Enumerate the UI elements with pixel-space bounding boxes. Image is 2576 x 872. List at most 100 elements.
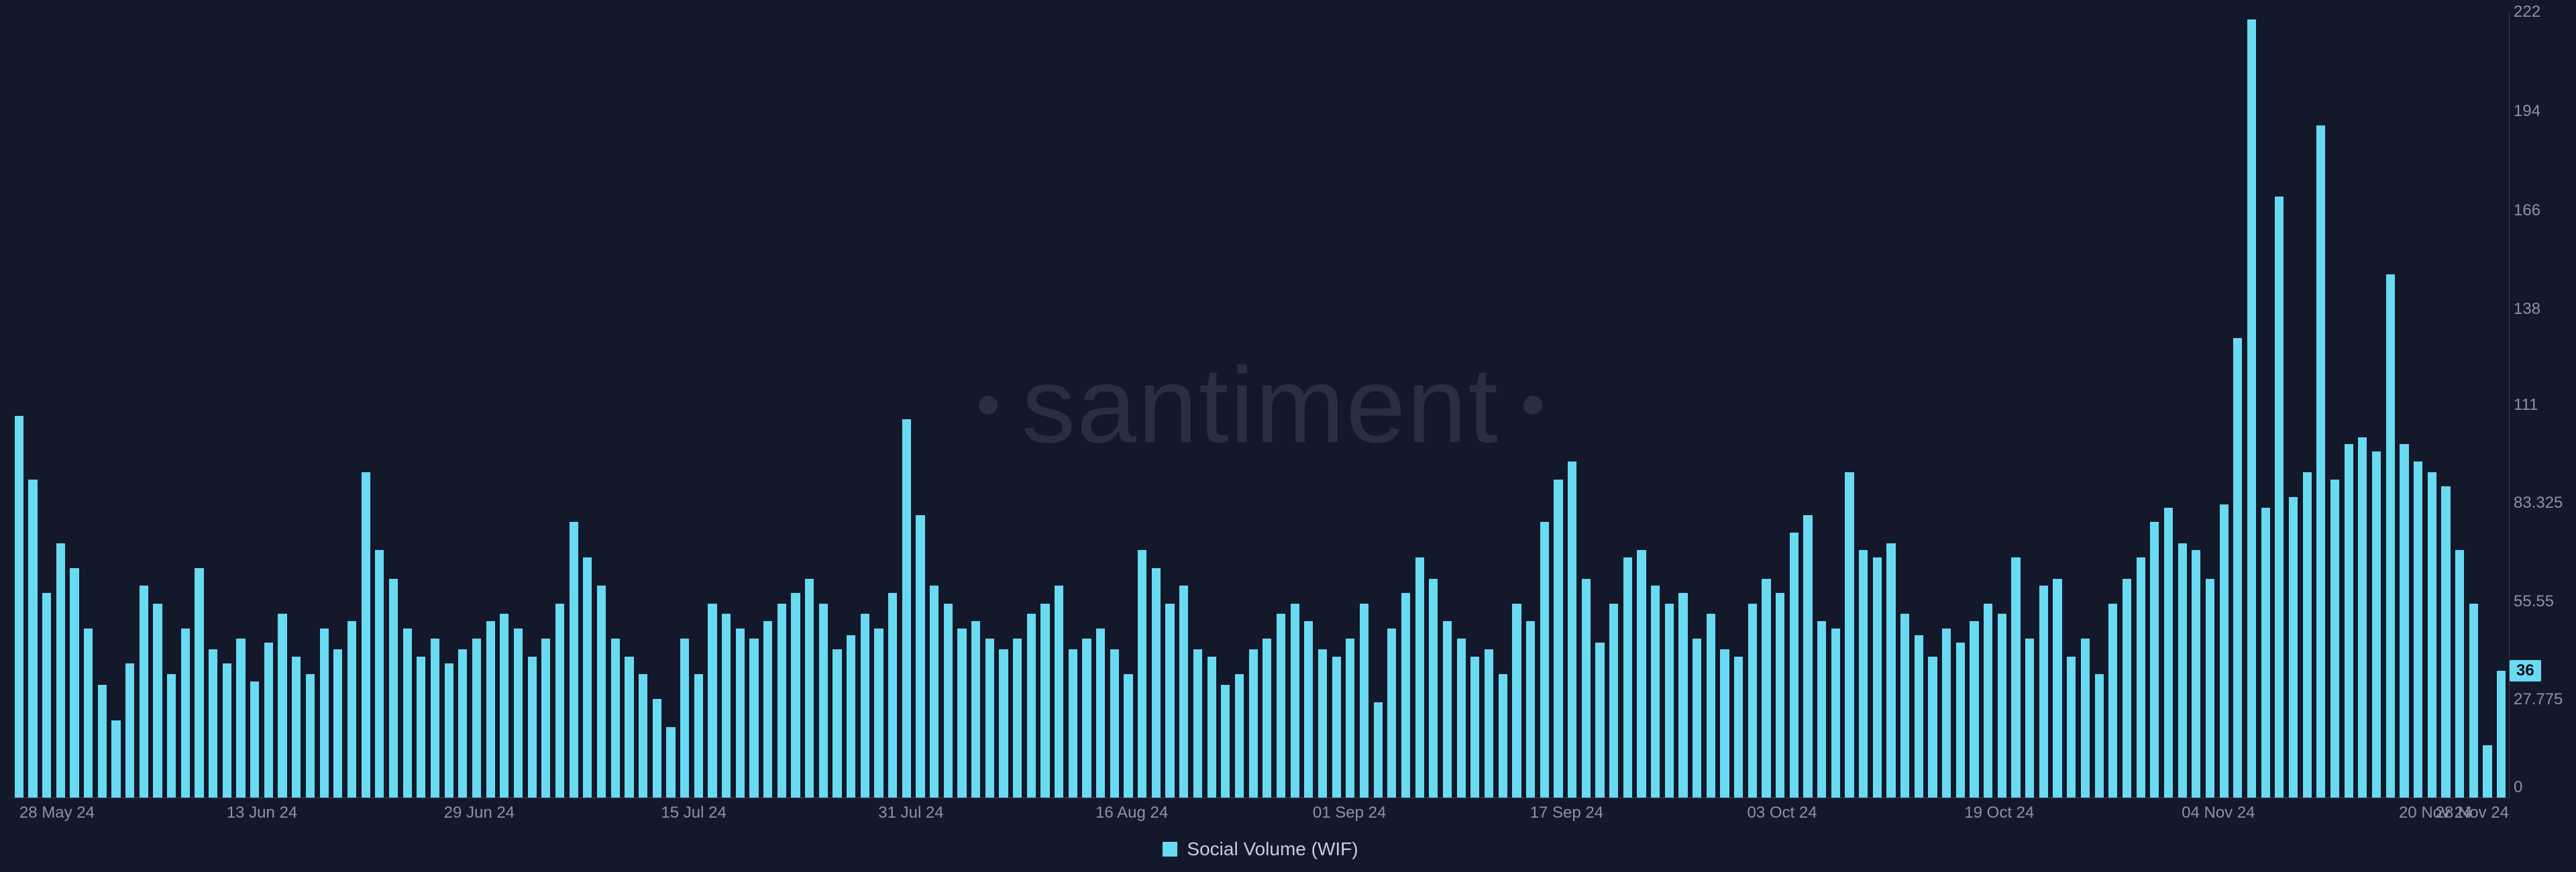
bar[interactable] [125, 663, 134, 798]
bar[interactable] [1027, 614, 1036, 798]
bar[interactable] [2289, 497, 2298, 798]
bar[interactable] [1582, 579, 1591, 798]
bar[interactable] [1221, 685, 1230, 798]
bar[interactable] [1124, 674, 1132, 798]
bar[interactable] [833, 649, 841, 798]
bar[interactable] [1845, 472, 1854, 798]
bar[interactable] [1401, 593, 1410, 798]
bar[interactable] [1013, 639, 1022, 798]
bar[interactable] [1817, 621, 1826, 798]
bar[interactable] [1304, 621, 1313, 798]
bar[interactable] [2345, 444, 2353, 798]
bar[interactable] [1540, 522, 1549, 798]
bar[interactable] [1374, 702, 1383, 798]
bar[interactable] [209, 649, 217, 798]
bar[interactable] [2483, 745, 2491, 798]
bar[interactable] [1651, 586, 1660, 798]
bar[interactable] [2386, 274, 2395, 798]
bar[interactable] [2233, 338, 2242, 798]
bar[interactable] [1623, 557, 1632, 798]
bar[interactable] [944, 604, 953, 798]
plot[interactable] [12, 12, 2509, 798]
bar[interactable] [1678, 593, 1687, 798]
bar[interactable] [736, 629, 745, 798]
bar[interactable] [1720, 649, 1729, 798]
bar[interactable] [583, 557, 592, 798]
bar[interactable] [694, 674, 703, 798]
bar[interactable] [1332, 657, 1341, 798]
bar[interactable] [333, 649, 342, 798]
bar[interactable] [98, 685, 107, 798]
bar[interactable] [1165, 604, 1174, 798]
bar[interactable] [264, 643, 273, 798]
bar[interactable] [722, 614, 731, 798]
bar[interactable] [680, 639, 689, 798]
bar[interactable] [1346, 639, 1354, 798]
bar[interactable] [2316, 125, 2325, 798]
bar[interactable] [458, 649, 467, 798]
bar[interactable] [1082, 639, 1091, 798]
bar[interactable] [1609, 604, 1618, 798]
bar[interactable] [2178, 543, 2187, 798]
bar[interactable] [1485, 649, 1493, 798]
bar[interactable] [2108, 604, 2117, 798]
bar[interactable] [2220, 504, 2229, 798]
bar[interactable] [514, 629, 523, 798]
bar[interactable] [1831, 629, 1840, 798]
bar[interactable] [957, 629, 966, 798]
bar[interactable] [1984, 604, 1992, 798]
bar[interactable] [1249, 649, 1258, 798]
bar[interactable] [805, 579, 814, 798]
bar[interactable] [1526, 621, 1535, 798]
bar[interactable] [1998, 614, 2006, 798]
bar[interactable] [653, 699, 661, 798]
bar[interactable] [2025, 639, 2034, 798]
bar[interactable] [1762, 579, 1770, 798]
bar[interactable] [2400, 444, 2408, 798]
bar[interactable] [1208, 657, 1216, 798]
bar[interactable] [847, 635, 855, 798]
bar[interactable] [1734, 657, 1743, 798]
bar[interactable] [2275, 197, 2284, 798]
bar[interactable] [1790, 533, 1799, 798]
bar[interactable] [1193, 649, 1202, 798]
bar[interactable] [597, 586, 606, 798]
bar[interactable] [985, 639, 994, 798]
bar[interactable] [28, 480, 37, 798]
bar[interactable] [1970, 621, 1978, 798]
bar[interactable] [639, 674, 647, 798]
bar[interactable] [2123, 579, 2131, 798]
bar[interactable] [2206, 579, 2214, 798]
bar[interactable] [320, 629, 329, 798]
bar[interactable] [1360, 604, 1368, 798]
bar[interactable] [42, 593, 51, 798]
bar[interactable] [1776, 593, 1784, 798]
bar[interactable] [111, 720, 120, 798]
bar[interactable] [1693, 639, 1701, 798]
bar[interactable] [70, 568, 78, 798]
bar[interactable] [1055, 586, 1063, 798]
bar[interactable] [1415, 557, 1424, 798]
bar[interactable] [1554, 480, 1562, 798]
bar[interactable] [1665, 604, 1674, 798]
bar[interactable] [2247, 19, 2256, 798]
bar[interactable] [763, 621, 772, 798]
bar[interactable] [2330, 480, 2339, 798]
bar[interactable] [153, 604, 162, 798]
bar[interactable] [1707, 614, 1715, 798]
bar[interactable] [791, 593, 800, 798]
bar[interactable] [1859, 550, 1868, 798]
bar[interactable] [902, 419, 911, 798]
bar[interactable] [84, 629, 93, 798]
bar[interactable] [2039, 586, 2048, 798]
bar[interactable] [666, 727, 675, 798]
bar[interactable] [2011, 557, 2020, 798]
bar[interactable] [1235, 674, 1244, 798]
bar[interactable] [500, 614, 508, 798]
bar[interactable] [2358, 437, 2367, 798]
bar[interactable] [1429, 579, 1438, 798]
bar[interactable] [1499, 674, 1507, 798]
bar[interactable] [472, 639, 481, 798]
bar[interactable] [278, 614, 286, 798]
bar[interactable] [15, 416, 23, 798]
